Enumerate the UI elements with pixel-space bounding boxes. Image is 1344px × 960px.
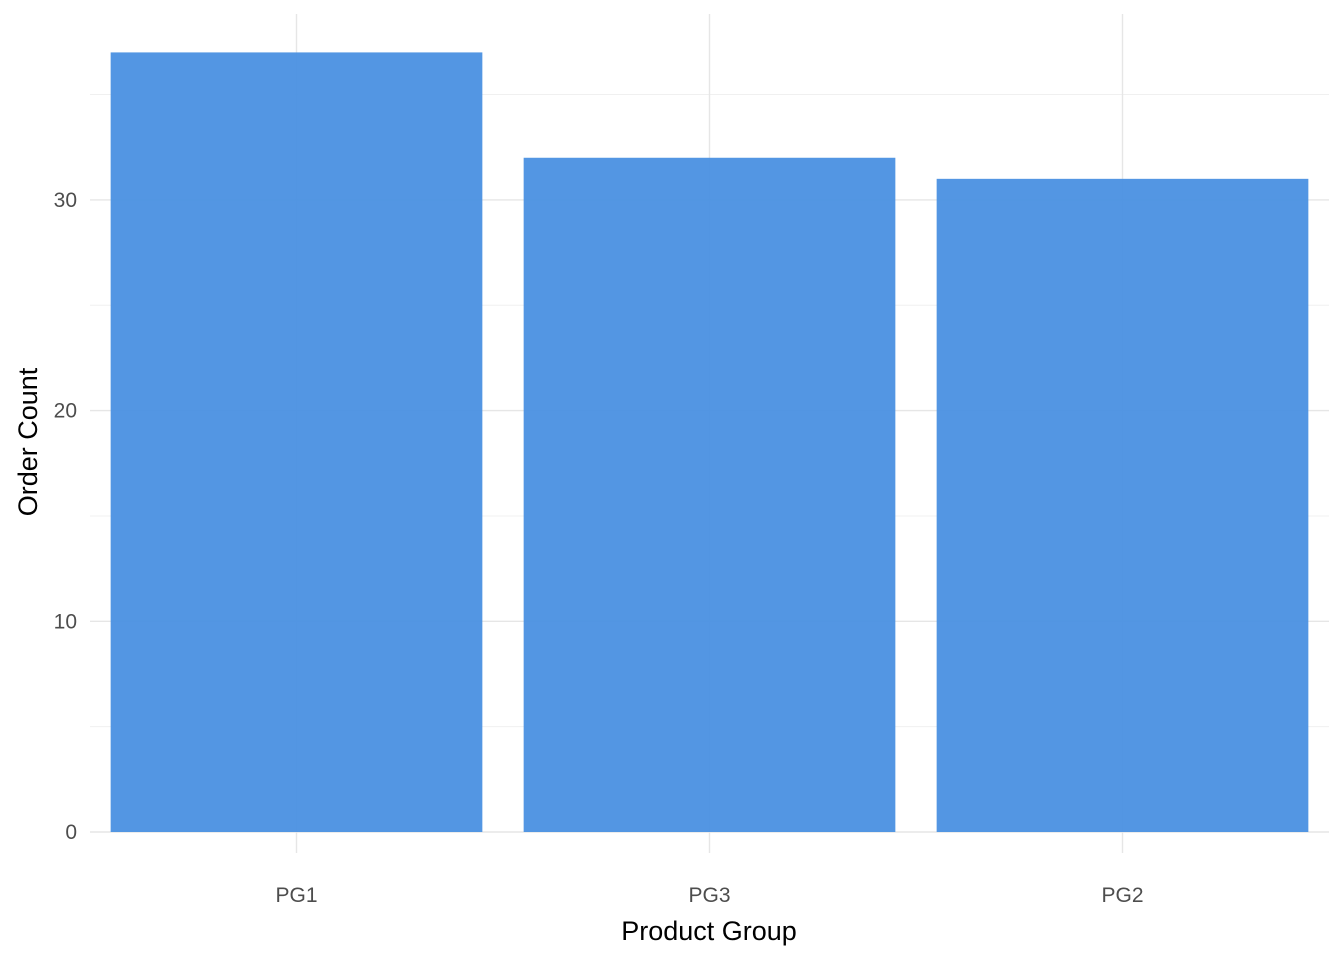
bar-pg1 bbox=[110, 52, 483, 833]
bar-pg3 bbox=[523, 157, 896, 832]
y-tick-label: 20 bbox=[54, 400, 77, 423]
y-tick-label: 10 bbox=[54, 610, 77, 633]
y-tick-label: 30 bbox=[54, 189, 77, 212]
x-axis-title: Product Group bbox=[621, 916, 797, 946]
x-tick-label: PG2 bbox=[1101, 884, 1143, 907]
y-tick-labels: 0 10 20 30 bbox=[54, 189, 77, 844]
x-tick-labels: PG1 PG3 PG2 bbox=[275, 884, 1143, 907]
bars bbox=[110, 52, 1309, 833]
bar-pg2 bbox=[936, 178, 1309, 832]
y-axis-title: Order Count bbox=[13, 367, 43, 516]
x-tick-label: PG3 bbox=[688, 884, 730, 907]
x-tick-label: PG1 bbox=[275, 884, 317, 907]
y-tick-label: 0 bbox=[65, 821, 77, 844]
